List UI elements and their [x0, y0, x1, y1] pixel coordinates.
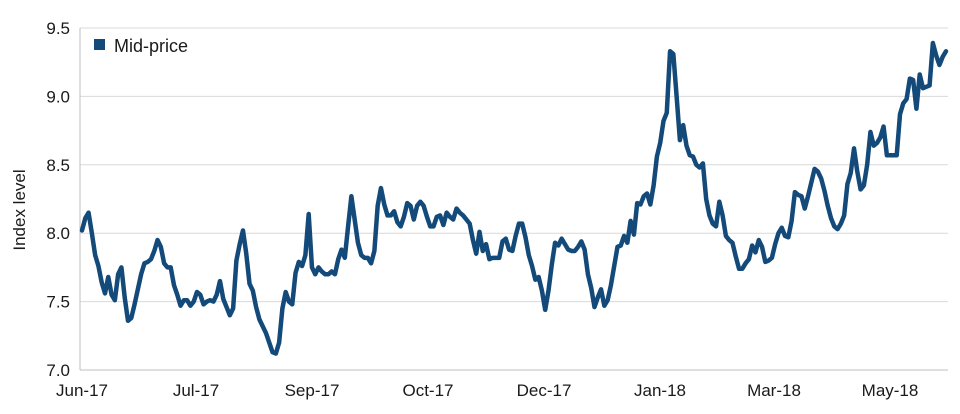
x-tick-label: Dec-17	[517, 381, 572, 400]
y-tick-label: 7.0	[46, 361, 70, 380]
legend-label-mid-price: Mid-price	[114, 36, 188, 56]
y-tick-label: 9.0	[46, 87, 70, 106]
y-axis: 7.0 7.5 8.0 8.5 9.0 9.5	[46, 19, 70, 380]
y-tick-label: 9.5	[46, 19, 70, 38]
x-tick-label: May-18	[862, 381, 919, 400]
x-tick-label: Oct-17	[402, 381, 453, 400]
series-line-mid-price	[79, 40, 949, 356]
x-tick-label: Jun-17	[56, 381, 108, 400]
x-axis: Jun-17 Jul-17 Sep-17 Oct-17 Dec-17 Jan-18 Mar-…	[56, 381, 918, 400]
x-tick-label: Sep-17	[285, 381, 340, 400]
y-axis-label: Index level	[10, 169, 29, 250]
legend: Mid-price	[94, 36, 188, 56]
gridlines	[79, 27, 948, 371]
x-tick-label: Jul-17	[173, 381, 219, 400]
x-tick-label: Mar-18	[747, 381, 801, 400]
legend-swatch	[94, 39, 105, 50]
y-tick-label: 7.5	[46, 293, 70, 312]
y-tick-label: 8.0	[46, 224, 70, 243]
y-tick-label: 8.5	[46, 156, 70, 175]
x-tick-label: Jan-18	[634, 381, 686, 400]
series-group	[79, 40, 949, 356]
